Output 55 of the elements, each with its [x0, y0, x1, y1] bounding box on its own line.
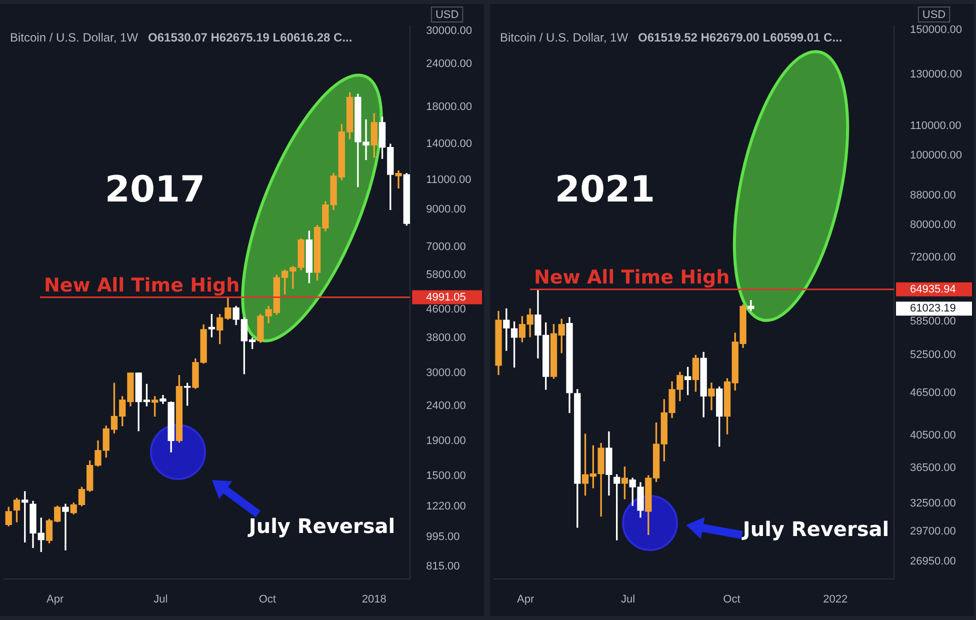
x-tick-label: 2022	[823, 593, 848, 606]
y-tick-label: 1500.00	[426, 470, 466, 482]
ref-line-label: New All Time High	[534, 266, 730, 288]
y-axis-title: USD	[435, 9, 459, 22]
y-tick-label: 150000.00	[910, 24, 962, 36]
y-tick-label: 815.00	[426, 560, 460, 572]
y-tick-label: 18000.00	[426, 100, 472, 113]
y-tick-label: 64935.94	[910, 283, 956, 296]
x-tick-label: Jul	[621, 593, 636, 606]
y-tick-label: 3000.00	[426, 366, 466, 379]
annotation: 2021	[554, 169, 656, 210]
y-tick-label: 32500.00	[910, 498, 956, 510]
y-tick-label: 88000.00	[910, 189, 956, 202]
x-tick-label: Oct	[258, 593, 276, 606]
y-tick-label: 52500.00	[910, 349, 956, 362]
y-tick-label: 29700.00	[910, 526, 956, 538]
y-tick-label: 72000.00	[910, 251, 956, 264]
y-tick-label: 14000.00	[426, 138, 472, 150]
y-tick-label: 7000.00	[426, 241, 466, 254]
y-tick-label: 3800.00	[426, 332, 466, 344]
x-tick-label: 2018	[362, 593, 386, 606]
y-tick-label: 36500.00	[910, 462, 956, 474]
y-tick-label: 4600.00	[426, 303, 466, 316]
ref-line-label: New All Time High	[44, 274, 240, 296]
y-tick-label: 2400.00	[426, 400, 466, 412]
y-tick-label: 100000.00	[910, 150, 962, 162]
annotation: 2017	[104, 169, 206, 210]
y-tick-label: 1220.00	[426, 500, 466, 513]
y-tick-label: 80000.00	[910, 218, 956, 231]
x-tick-label: Apr	[46, 593, 64, 606]
y-tick-label: 995.00	[426, 530, 460, 543]
y-tick-label: 46500.00	[910, 386, 956, 399]
y-tick-label: 11000.00	[426, 174, 472, 186]
chart-subtitle: O61519.52 H62679.00 L60599.01 C...	[638, 30, 842, 44]
y-axis-title: USD	[922, 9, 946, 22]
y-tick-label: 1900.00	[426, 434, 466, 447]
x-tick-label: Oct	[723, 593, 740, 606]
annotation: July Reversal	[246, 514, 396, 538]
y-tick-label: 110000.00	[910, 120, 962, 132]
chart-title: Bitcoin / U.S. Dollar, 1W	[10, 30, 139, 44]
y-tick-label: 61023.19	[910, 302, 956, 315]
x-tick-label: Apr	[516, 593, 534, 606]
y-tick-label: 5800.00	[426, 268, 466, 281]
y-tick-label: 4991.05	[426, 291, 466, 304]
y-tick-label: 40500.00	[910, 430, 956, 442]
annotation: July Reversal	[740, 517, 890, 542]
chart-subtitle: O61530.07 H62675.19 L60616.28 C...	[148, 30, 352, 44]
y-tick-label: 130000.00	[910, 68, 962, 80]
y-tick-label: 24000.00	[426, 58, 472, 70]
chart-title: Bitcoin / U.S. Dollar, 1W	[500, 30, 629, 44]
x-tick-label: Jul	[154, 593, 168, 606]
y-tick-label: 58500.00	[910, 316, 956, 328]
y-tick-label: 26950.00	[910, 556, 956, 568]
y-tick-label: 9000.00	[426, 204, 466, 216]
y-tick-label: 30000.00	[426, 24, 472, 37]
